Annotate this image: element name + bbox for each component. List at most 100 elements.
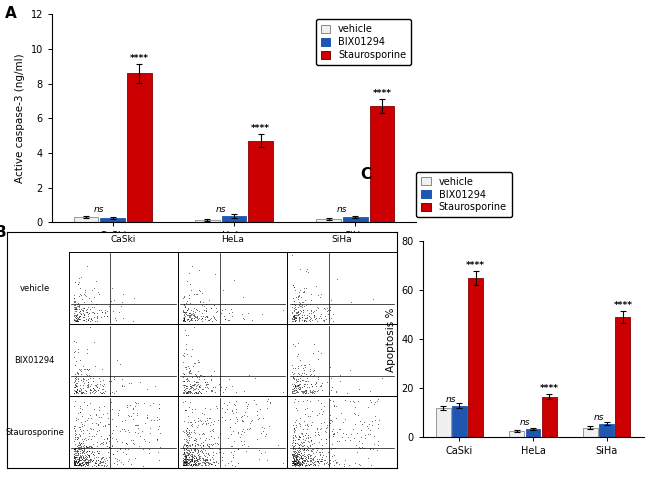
- Point: [182, 298, 192, 305]
- Point: [237, 310, 248, 318]
- Point: [242, 425, 252, 433]
- Point: [288, 282, 298, 289]
- Point: [98, 411, 109, 418]
- Point: [287, 317, 298, 325]
- Point: [290, 317, 300, 325]
- Point: [313, 375, 323, 382]
- Point: [200, 456, 210, 464]
- Point: [200, 378, 211, 386]
- Bar: [583, 427, 598, 437]
- Point: [88, 308, 98, 316]
- Point: [196, 315, 206, 323]
- Point: [300, 436, 310, 444]
- Point: [355, 461, 365, 469]
- Point: [291, 459, 302, 467]
- Point: [340, 396, 350, 403]
- Point: [108, 307, 118, 315]
- Point: [78, 461, 88, 469]
- Point: [70, 447, 81, 455]
- Point: [294, 460, 304, 467]
- Text: ****: ****: [251, 124, 270, 133]
- Point: [308, 366, 318, 374]
- Point: [186, 445, 196, 453]
- Point: [211, 402, 222, 410]
- Point: [300, 430, 311, 437]
- Point: [124, 428, 134, 435]
- Point: [73, 439, 84, 446]
- Point: [311, 382, 321, 390]
- Point: [72, 312, 82, 319]
- Point: [72, 459, 83, 467]
- Point: [305, 434, 315, 441]
- Point: [287, 310, 298, 317]
- Point: [183, 305, 193, 313]
- Point: [366, 461, 376, 468]
- Point: [187, 389, 197, 396]
- Point: [320, 312, 331, 320]
- Point: [94, 374, 104, 382]
- Point: [359, 432, 370, 439]
- Point: [288, 461, 298, 468]
- Point: [309, 315, 320, 323]
- Point: [84, 365, 95, 373]
- Point: [321, 452, 332, 460]
- Point: [74, 461, 85, 469]
- Point: [291, 388, 302, 395]
- Point: [185, 456, 195, 464]
- Point: [293, 382, 304, 390]
- Point: [328, 457, 338, 465]
- Point: [318, 316, 328, 324]
- Point: [310, 380, 320, 388]
- Point: [90, 382, 101, 390]
- Point: [188, 381, 199, 389]
- Point: [329, 401, 339, 409]
- Point: [79, 398, 89, 405]
- Point: [294, 419, 304, 426]
- Point: [112, 456, 122, 463]
- Point: [86, 457, 97, 465]
- Point: [73, 458, 83, 466]
- Point: [193, 380, 203, 387]
- Point: [185, 388, 195, 396]
- Point: [363, 430, 373, 438]
- Point: [313, 428, 324, 435]
- Point: [70, 374, 81, 381]
- Point: [96, 458, 106, 466]
- Point: [183, 389, 194, 397]
- Point: [181, 453, 191, 461]
- Point: [83, 451, 93, 458]
- Point: [198, 458, 209, 466]
- Bar: [541, 397, 556, 437]
- Point: [182, 376, 192, 383]
- Point: [122, 440, 133, 447]
- Point: [72, 314, 83, 321]
- Point: [288, 438, 298, 446]
- Point: [73, 389, 83, 397]
- Point: [305, 460, 315, 468]
- Point: [289, 306, 299, 314]
- Point: [353, 397, 363, 405]
- Point: [84, 447, 94, 455]
- Point: [197, 430, 207, 438]
- Point: [180, 459, 190, 467]
- Point: [188, 363, 198, 370]
- Point: [313, 458, 323, 466]
- Point: [179, 303, 190, 311]
- Point: [179, 460, 190, 467]
- Point: [70, 462, 81, 469]
- Point: [72, 445, 82, 452]
- Point: [289, 449, 300, 456]
- Point: [185, 316, 195, 324]
- Point: [180, 458, 190, 466]
- Point: [72, 458, 82, 466]
- Point: [192, 445, 202, 453]
- Point: [70, 377, 81, 384]
- Point: [292, 295, 303, 303]
- Point: [144, 401, 155, 409]
- Point: [305, 460, 315, 468]
- Point: [296, 454, 306, 462]
- Point: [179, 449, 189, 456]
- Point: [216, 404, 227, 412]
- Point: [224, 423, 235, 431]
- Point: [77, 446, 87, 454]
